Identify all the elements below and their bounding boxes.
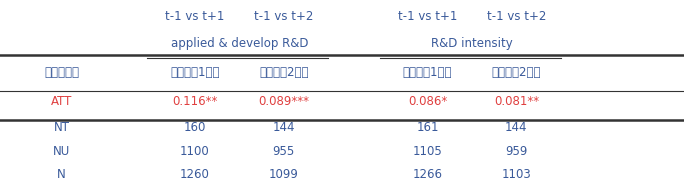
Text: t-1 vs t+2: t-1 vs t+2 <box>487 10 546 23</box>
Text: 144: 144 <box>273 121 295 134</box>
Text: 160: 160 <box>184 121 206 134</box>
Text: 1266: 1266 <box>412 168 443 181</box>
Text: t-1 vs t+2: t-1 vs t+2 <box>254 10 313 23</box>
Text: 959: 959 <box>505 145 527 158</box>
Text: R&D intensity: R&D intensity <box>431 37 513 50</box>
Text: 0.116**: 0.116** <box>172 95 218 108</box>
Text: 1099: 1099 <box>269 168 299 181</box>
Text: 比較する年: 比較する年 <box>44 66 79 79</box>
Text: t-1 vs t+1: t-1 vs t+1 <box>398 10 457 23</box>
Text: 0.081**: 0.081** <box>494 95 539 108</box>
Text: 144: 144 <box>505 121 527 134</box>
Text: 1103: 1103 <box>501 168 531 181</box>
Text: applied & develop R&D: applied & develop R&D <box>170 37 308 50</box>
Text: 1260: 1260 <box>180 168 210 181</box>
Text: NT: NT <box>53 121 70 134</box>
Text: ATT: ATT <box>51 95 73 108</box>
Text: 産学連携2年後: 産学連携2年後 <box>492 66 541 79</box>
Text: 0.086*: 0.086* <box>408 95 447 108</box>
Text: 0.089***: 0.089*** <box>259 95 309 108</box>
Text: 1100: 1100 <box>180 145 210 158</box>
Text: N: N <box>57 168 66 181</box>
Text: 161: 161 <box>417 121 438 134</box>
Text: 産学連携1年後: 産学連携1年後 <box>403 66 452 79</box>
Text: 産学連携1年後: 産学連携1年後 <box>170 66 220 79</box>
Text: t-1 vs t+1: t-1 vs t+1 <box>166 10 224 23</box>
Text: 1105: 1105 <box>412 145 443 158</box>
Text: 955: 955 <box>273 145 295 158</box>
Text: 産学連携2年後: 産学連携2年後 <box>259 66 308 79</box>
Text: NU: NU <box>53 145 70 158</box>
